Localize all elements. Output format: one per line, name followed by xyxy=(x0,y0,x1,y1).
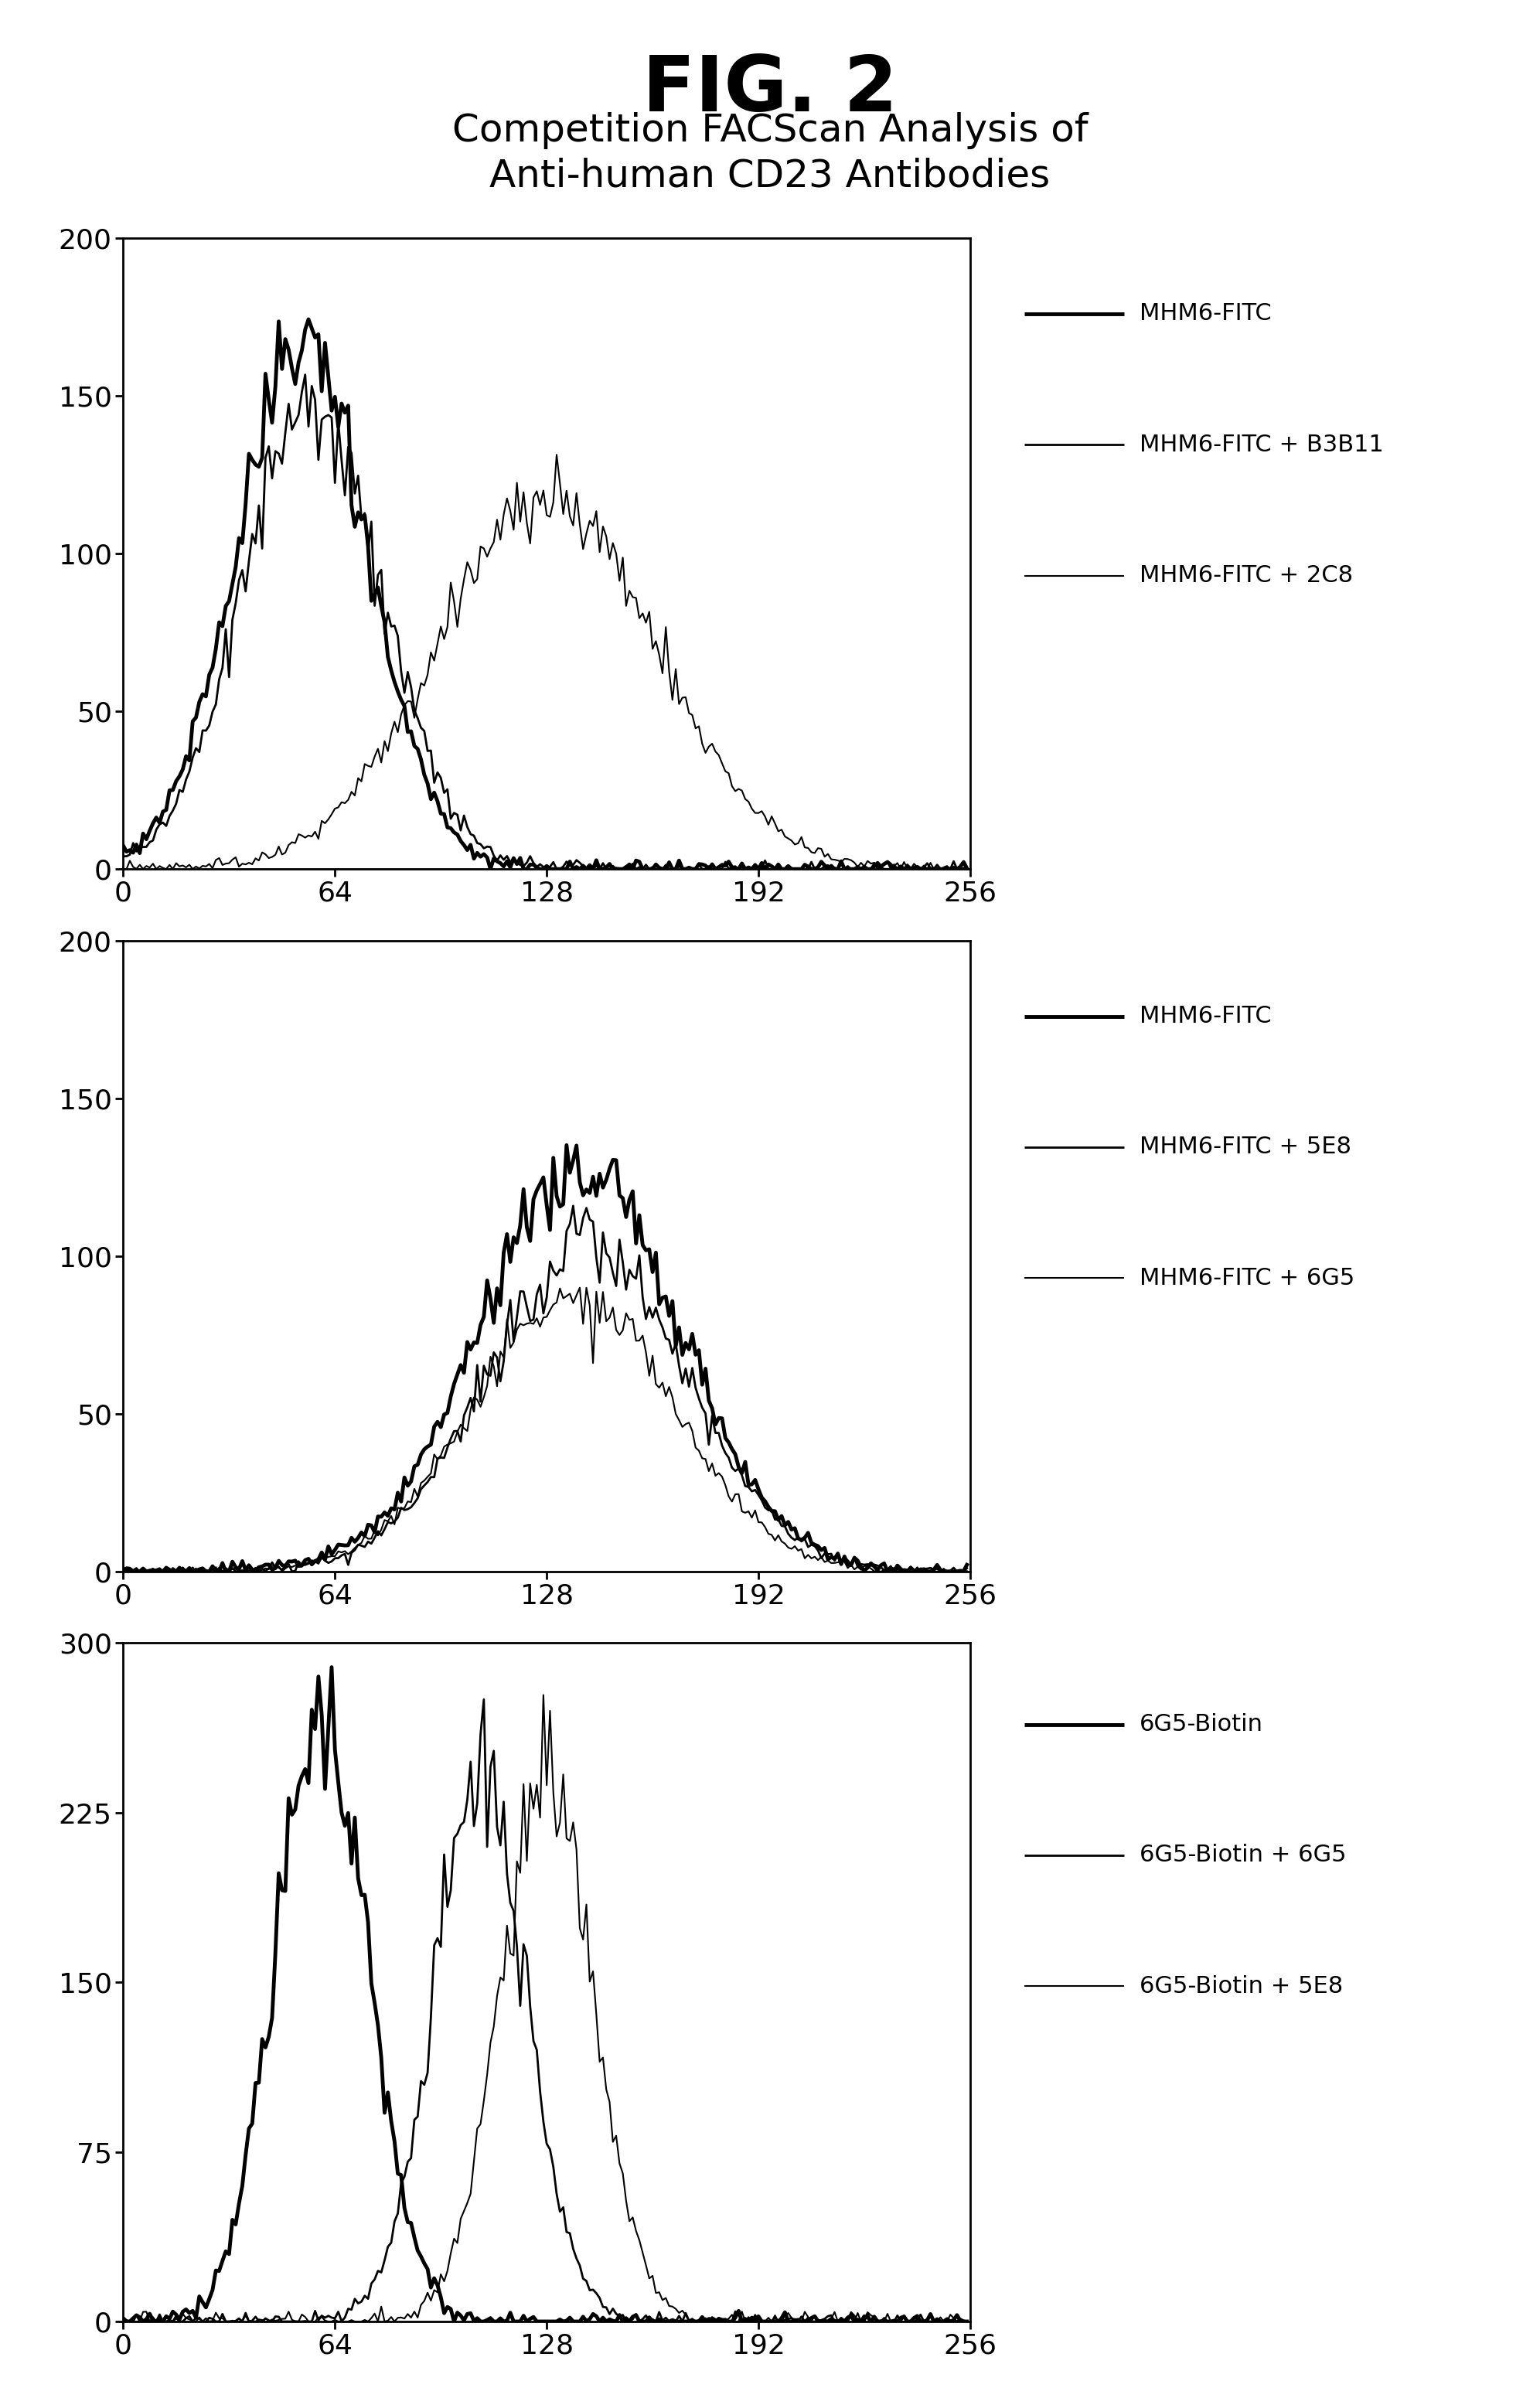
Text: MHM6-FITC + 5E8: MHM6-FITC + 5E8 xyxy=(1140,1136,1352,1160)
Text: MHM6-FITC + 2C8: MHM6-FITC + 2C8 xyxy=(1140,564,1354,588)
Text: 6G5-Biotin + 5E8: 6G5-Biotin + 5E8 xyxy=(1140,1974,1343,1998)
Text: Competition FACScan Analysis of: Competition FACScan Analysis of xyxy=(453,112,1087,150)
Text: 6G5-Biotin + 6G5: 6G5-Biotin + 6G5 xyxy=(1140,1843,1346,1867)
Text: FIG. 2: FIG. 2 xyxy=(642,52,898,126)
Text: MHM6-FITC + B3B11: MHM6-FITC + B3B11 xyxy=(1140,433,1384,457)
Text: MHM6-FITC: MHM6-FITC xyxy=(1140,302,1272,326)
Text: 6G5-Biotin: 6G5-Biotin xyxy=(1140,1712,1263,1736)
Text: MHM6-FITC: MHM6-FITC xyxy=(1140,1005,1272,1029)
Text: Anti-human CD23 Antibodies: Anti-human CD23 Antibodies xyxy=(490,157,1050,195)
Text: MHM6-FITC + 6G5: MHM6-FITC + 6G5 xyxy=(1140,1267,1355,1291)
